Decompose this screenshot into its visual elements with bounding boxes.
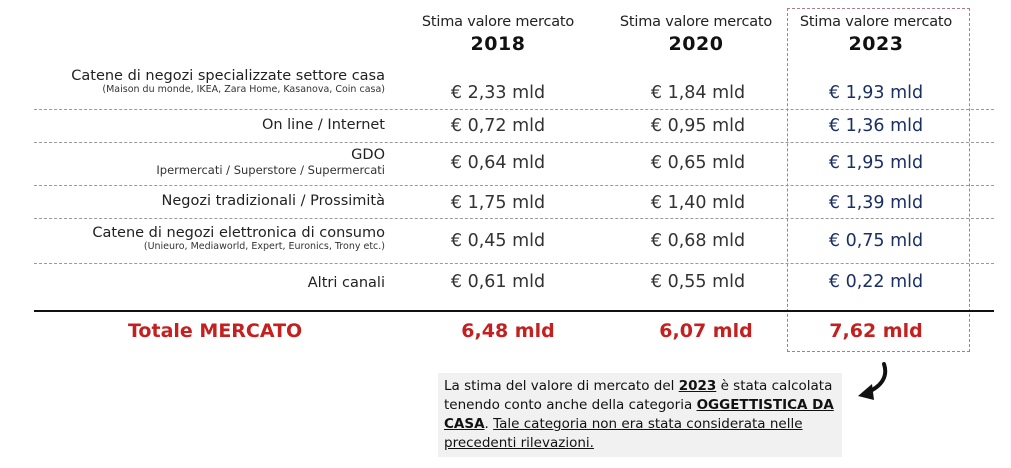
note-text: . xyxy=(484,416,494,432)
value-2020: € 0,95 mld xyxy=(650,116,746,136)
row-label: Negozi tradizionali / Prossimità xyxy=(162,193,385,209)
value-2020: € 0,55 mld xyxy=(650,272,746,292)
row-separator xyxy=(34,185,994,186)
value-2018: € 2,33 mld xyxy=(450,83,546,103)
row-separator xyxy=(34,263,994,264)
note-text: La stima del valore di mercato del xyxy=(444,378,679,394)
row-separator xyxy=(34,109,994,110)
row-separator xyxy=(34,218,994,219)
row-label-main: GDO xyxy=(351,147,385,163)
total-2023: 7,62 mld xyxy=(829,320,923,342)
column-year: 2018 xyxy=(470,33,526,55)
row-label: GDO Ipermercati / Superstore / Supermerc… xyxy=(156,147,385,177)
column-header-2018: Stima valore mercato 2018 xyxy=(408,14,588,55)
note-underlined-text: Tale categoria non era stata considerata… xyxy=(444,416,803,451)
total-2018: 6,48 mld xyxy=(461,320,555,342)
row-label-main: Altri canali xyxy=(307,275,385,291)
row-label-sub: (Unieuro, Mediaworld, Expert, Euronics, … xyxy=(143,241,385,252)
value-2020: € 0,65 mld xyxy=(650,153,746,173)
row-separator xyxy=(34,142,994,143)
column-subtitle: Stima valore mercato xyxy=(619,14,773,30)
note-category: OGGETTISTICA DA CASA xyxy=(444,397,834,432)
row-label-main: Catene di negozi specializzate settore c… xyxy=(71,68,385,84)
value-2023: € 1,93 mld xyxy=(828,83,924,103)
note-year: 2023 xyxy=(678,378,717,394)
column-subtitle: Stima valore mercato xyxy=(799,14,953,30)
value-2023: € 1,36 mld xyxy=(828,116,924,136)
value-2023: € 1,95 mld xyxy=(828,153,924,173)
row-label: On line / Internet xyxy=(262,117,385,133)
value-2020: € 1,40 mld xyxy=(650,193,746,213)
curved-arrow-icon xyxy=(858,362,888,400)
value-2018: € 0,64 mld xyxy=(450,153,546,173)
value-2023: € 0,75 mld xyxy=(828,231,924,251)
row-label-sub: Ipermercati / Superstore / Supermercati xyxy=(156,163,385,177)
value-2018: € 0,61 mld xyxy=(450,272,546,292)
row-label: Catene di negozi specializzate settore c… xyxy=(71,68,385,95)
value-2023: € 0,22 mld xyxy=(828,272,924,292)
column-year: 2020 xyxy=(668,33,724,55)
row-label: Catene di negozi elettronica di consumo … xyxy=(92,225,385,252)
column-header-2023: Stima valore mercato 2023 xyxy=(786,14,966,55)
total-divider xyxy=(34,310,994,312)
note-text: è stata calcolata tenendo conto anche de… xyxy=(444,378,833,413)
column-subtitle: Stima valore mercato xyxy=(421,14,575,30)
row-label-main: Negozi tradizionali / Prossimità xyxy=(161,193,385,209)
value-2018: € 1,75 mld xyxy=(450,193,546,213)
row-label-sub: (Maison du monde, IKEA, Zara Home, Kasan… xyxy=(102,84,385,95)
row-label: Altri canali xyxy=(308,275,385,291)
row-label-main: Catene di negozi elettronica di consumo xyxy=(92,225,385,241)
row-label-main: On line / Internet xyxy=(261,117,385,133)
column-header-2020: Stima valore mercato 2020 xyxy=(606,14,786,55)
total-label: Totale MERCATO xyxy=(128,320,303,342)
column-year: 2023 xyxy=(848,33,904,55)
value-2020: € 0,68 mld xyxy=(650,231,746,251)
value-2020: € 1,84 mld xyxy=(650,83,746,103)
footnote-box: La stima del valore di mercato del 2023 … xyxy=(438,373,842,457)
total-2020: 6,07 mld xyxy=(659,320,753,342)
value-2018: € 0,72 mld xyxy=(450,116,546,136)
highlight-2023-box xyxy=(787,8,970,352)
value-2023: € 1,39 mld xyxy=(828,193,924,213)
value-2018: € 0,45 mld xyxy=(450,231,546,251)
